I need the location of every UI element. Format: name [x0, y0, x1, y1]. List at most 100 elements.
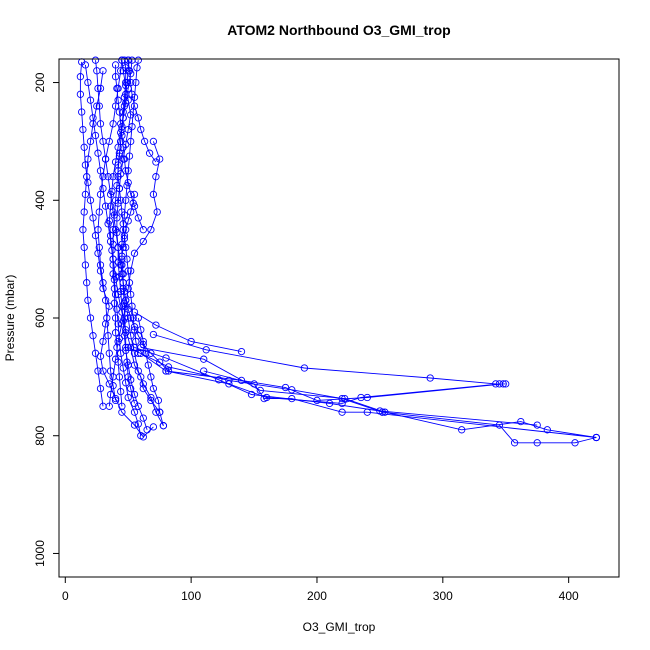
data-point	[122, 243, 130, 252]
data-point	[113, 84, 121, 93]
data-point	[101, 155, 110, 163]
data-point	[154, 396, 163, 405]
x-tick-label: 400	[559, 589, 579, 603]
data-point	[96, 261, 105, 269]
data-point	[164, 367, 173, 375]
data-point	[120, 56, 129, 64]
data-point	[200, 355, 208, 363]
data-point	[111, 396, 120, 405]
data-point	[147, 396, 155, 405]
data-point	[133, 64, 141, 72]
data-point	[130, 102, 139, 110]
data-point	[533, 439, 541, 447]
data-point	[124, 217, 132, 225]
data-point	[140, 137, 149, 146]
data-point	[543, 426, 551, 434]
data-point	[117, 120, 125, 128]
data-point	[124, 167, 132, 175]
y-tick-label: 1000	[33, 540, 47, 567]
data-point	[130, 349, 139, 357]
data-point	[114, 161, 122, 169]
data-point	[120, 155, 129, 163]
data-point	[130, 249, 139, 257]
data-point	[149, 384, 158, 393]
data-point	[124, 56, 132, 64]
data-point	[78, 108, 86, 116]
data-point	[237, 376, 246, 385]
data-point	[517, 417, 525, 426]
data-point	[106, 390, 115, 399]
data-point	[86, 96, 95, 104]
data-point	[99, 337, 107, 346]
data-point	[325, 399, 334, 408]
data-point	[118, 261, 126, 269]
data-point	[338, 399, 346, 408]
data-point	[109, 270, 117, 278]
data-point	[111, 355, 120, 363]
data-point	[111, 73, 120, 81]
profile-line	[140, 346, 597, 438]
data-point	[149, 137, 158, 146]
plot-area	[76, 56, 600, 447]
data-point	[159, 422, 168, 430]
profile-line	[108, 141, 161, 407]
data-point	[109, 120, 117, 128]
data-point	[89, 214, 97, 222]
data-point	[99, 67, 107, 75]
data-point	[139, 226, 147, 234]
data-point	[129, 199, 137, 207]
profile-line	[128, 346, 597, 444]
data-point	[139, 340, 147, 349]
y-tick-label: 600	[33, 308, 47, 328]
data-point	[124, 305, 132, 313]
data-point	[118, 402, 126, 410]
data-point	[80, 143, 88, 151]
data-point	[99, 367, 107, 375]
data-point	[153, 208, 161, 216]
data-point	[99, 173, 107, 181]
data-point	[120, 287, 129, 296]
data-point	[130, 421, 139, 429]
profile-line	[137, 317, 164, 426]
data-point	[89, 332, 97, 340]
data-point	[147, 373, 155, 381]
data-point	[130, 190, 139, 199]
profile-series	[130, 343, 541, 429]
profile-series	[137, 349, 504, 408]
data-point	[80, 243, 88, 252]
y-tick-label: 800	[33, 425, 47, 445]
x-tick-label: 300	[433, 589, 453, 603]
data-point	[94, 226, 102, 234]
data-point	[115, 149, 124, 157]
data-point	[134, 367, 142, 375]
data-point	[84, 296, 92, 304]
data-point	[96, 384, 105, 393]
data-point	[114, 337, 122, 346]
data-point	[81, 161, 90, 169]
data-point	[152, 158, 160, 166]
data-point	[130, 408, 139, 416]
x-axis-label: O3_GMI_trop	[303, 620, 376, 634]
y-tick-label: 200	[33, 72, 47, 92]
profile-line	[117, 60, 139, 354]
data-point	[84, 155, 92, 163]
data-point	[127, 314, 135, 322]
profile-line	[203, 370, 597, 438]
data-point	[81, 190, 90, 199]
data-point	[338, 408, 346, 416]
data-point	[86, 314, 95, 322]
data-point	[128, 123, 136, 131]
data-point	[137, 373, 145, 381]
data-point	[129, 314, 137, 322]
data-point	[80, 208, 88, 216]
data-point	[95, 208, 103, 216]
data-point	[118, 320, 126, 328]
data-point	[357, 393, 365, 402]
data-point	[200, 367, 208, 375]
profile-series	[105, 137, 164, 410]
data-point	[225, 380, 233, 388]
data-point	[96, 190, 105, 199]
data-point	[122, 226, 130, 234]
data-point	[162, 354, 170, 362]
data-point	[109, 255, 117, 263]
